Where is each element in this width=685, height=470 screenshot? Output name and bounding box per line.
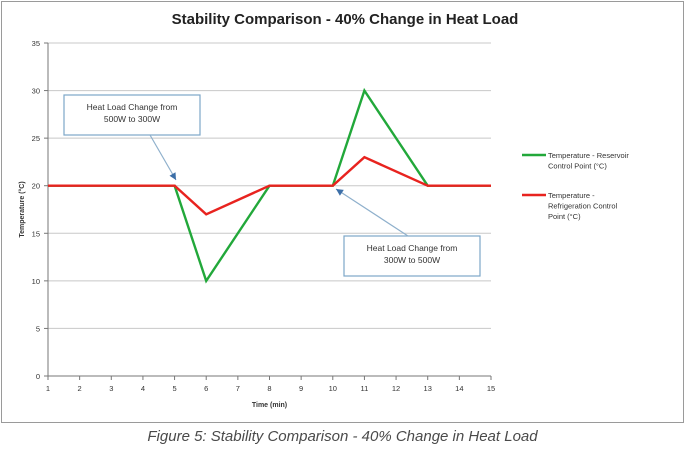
x-tick-label: 8 bbox=[267, 384, 271, 393]
callout-text-1: 500W to 300W bbox=[104, 114, 160, 124]
x-tick-label: 6 bbox=[204, 384, 208, 393]
x-tick-label: 11 bbox=[361, 384, 369, 393]
x-tick-label: 14 bbox=[455, 384, 463, 393]
x-tick-label: 7 bbox=[236, 384, 240, 393]
legend-label-1: Temperature - Reservoir bbox=[548, 151, 629, 160]
chart-title: Stability Comparison - 40% Change in Hea… bbox=[172, 11, 519, 28]
callout-text-1: Heat Load Change from bbox=[87, 102, 178, 112]
legend-label-2: Refrigeration Control bbox=[548, 202, 618, 211]
series-line-2 bbox=[48, 155, 491, 216]
x-tick-label: 12 bbox=[392, 384, 400, 393]
callout-arrow-1 bbox=[149, 134, 177, 181]
series-lines bbox=[48, 87, 491, 284]
figure-caption: Figure 5: Stability Comparison - 40% Cha… bbox=[147, 428, 538, 445]
y-tick-label: 0 bbox=[36, 372, 40, 381]
chart-frame: Stability Comparison - 40% Change in Hea… bbox=[1, 1, 684, 423]
callout-arrow-2 bbox=[335, 188, 409, 237]
callout-text-2: Heat Load Change from bbox=[367, 243, 458, 253]
x-tick-label: 4 bbox=[141, 384, 145, 393]
legend-label-2: Temperature - bbox=[548, 191, 595, 200]
x-axis-label: Time (min) bbox=[252, 402, 287, 409]
x-tick-label: 9 bbox=[299, 384, 303, 393]
y-tick-label: 10 bbox=[32, 277, 40, 286]
callout-text-2: 300W to 500W bbox=[384, 255, 440, 265]
callout-box-1 bbox=[63, 94, 201, 136]
y-tick-label: 15 bbox=[32, 229, 40, 238]
line-chart: Stability Comparison - 40% Change in Hea… bbox=[18, 11, 629, 409]
y-tick-label: 30 bbox=[32, 87, 40, 96]
x-tick-label: 15 bbox=[487, 384, 495, 393]
legend-label-2: Point (°C) bbox=[548, 212, 581, 221]
x-tick-label: 5 bbox=[172, 384, 176, 393]
y-axis-label: Temperature (°C) bbox=[18, 181, 26, 237]
callout-arrowhead-1 bbox=[169, 172, 176, 180]
legend-label-1: Control Point (°C) bbox=[548, 162, 607, 171]
x-tick-label: 10 bbox=[329, 384, 337, 393]
y-tick-label: 20 bbox=[32, 182, 40, 191]
annotations: Heat Load Change from 500W to 300W Heat Lo… bbox=[63, 94, 481, 277]
x-tick-label: 2 bbox=[78, 384, 82, 393]
x-tick-label: 1 bbox=[46, 384, 50, 393]
legend: Temperature - Reservoir Control Point (°C… bbox=[522, 151, 629, 221]
y-tick-label: 25 bbox=[32, 134, 40, 143]
y-tick-label: 5 bbox=[36, 324, 40, 333]
callout-box-2 bbox=[343, 235, 481, 277]
x-tick-label: 3 bbox=[109, 384, 113, 393]
y-tick-label: 35 bbox=[32, 39, 40, 48]
x-tick-label: 13 bbox=[424, 384, 432, 393]
callout-arrowhead-2 bbox=[336, 189, 344, 196]
